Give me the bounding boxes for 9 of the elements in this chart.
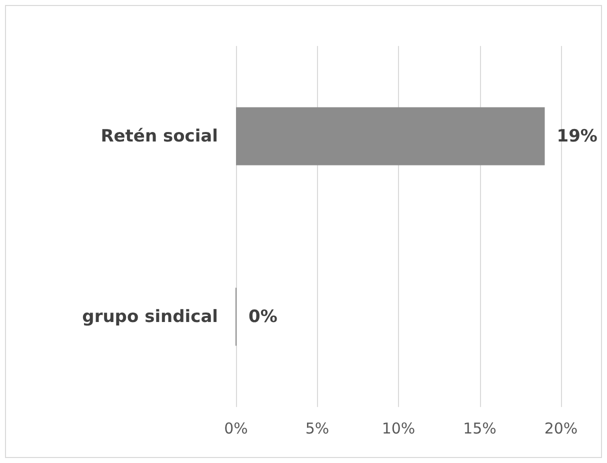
y-tick-label: grupo sindical [82,306,218,327]
x-tick-label: 15% [463,420,496,438]
x-tick-label: 20% [544,420,578,438]
x-tick-label: 10% [382,420,416,438]
y-tick-label: Retén social [100,126,218,146]
x-tick-label: 0% [224,420,248,438]
data-label: 19% [556,126,598,146]
data-label: 0% [248,306,278,327]
x-tick-label: 5% [305,420,330,438]
